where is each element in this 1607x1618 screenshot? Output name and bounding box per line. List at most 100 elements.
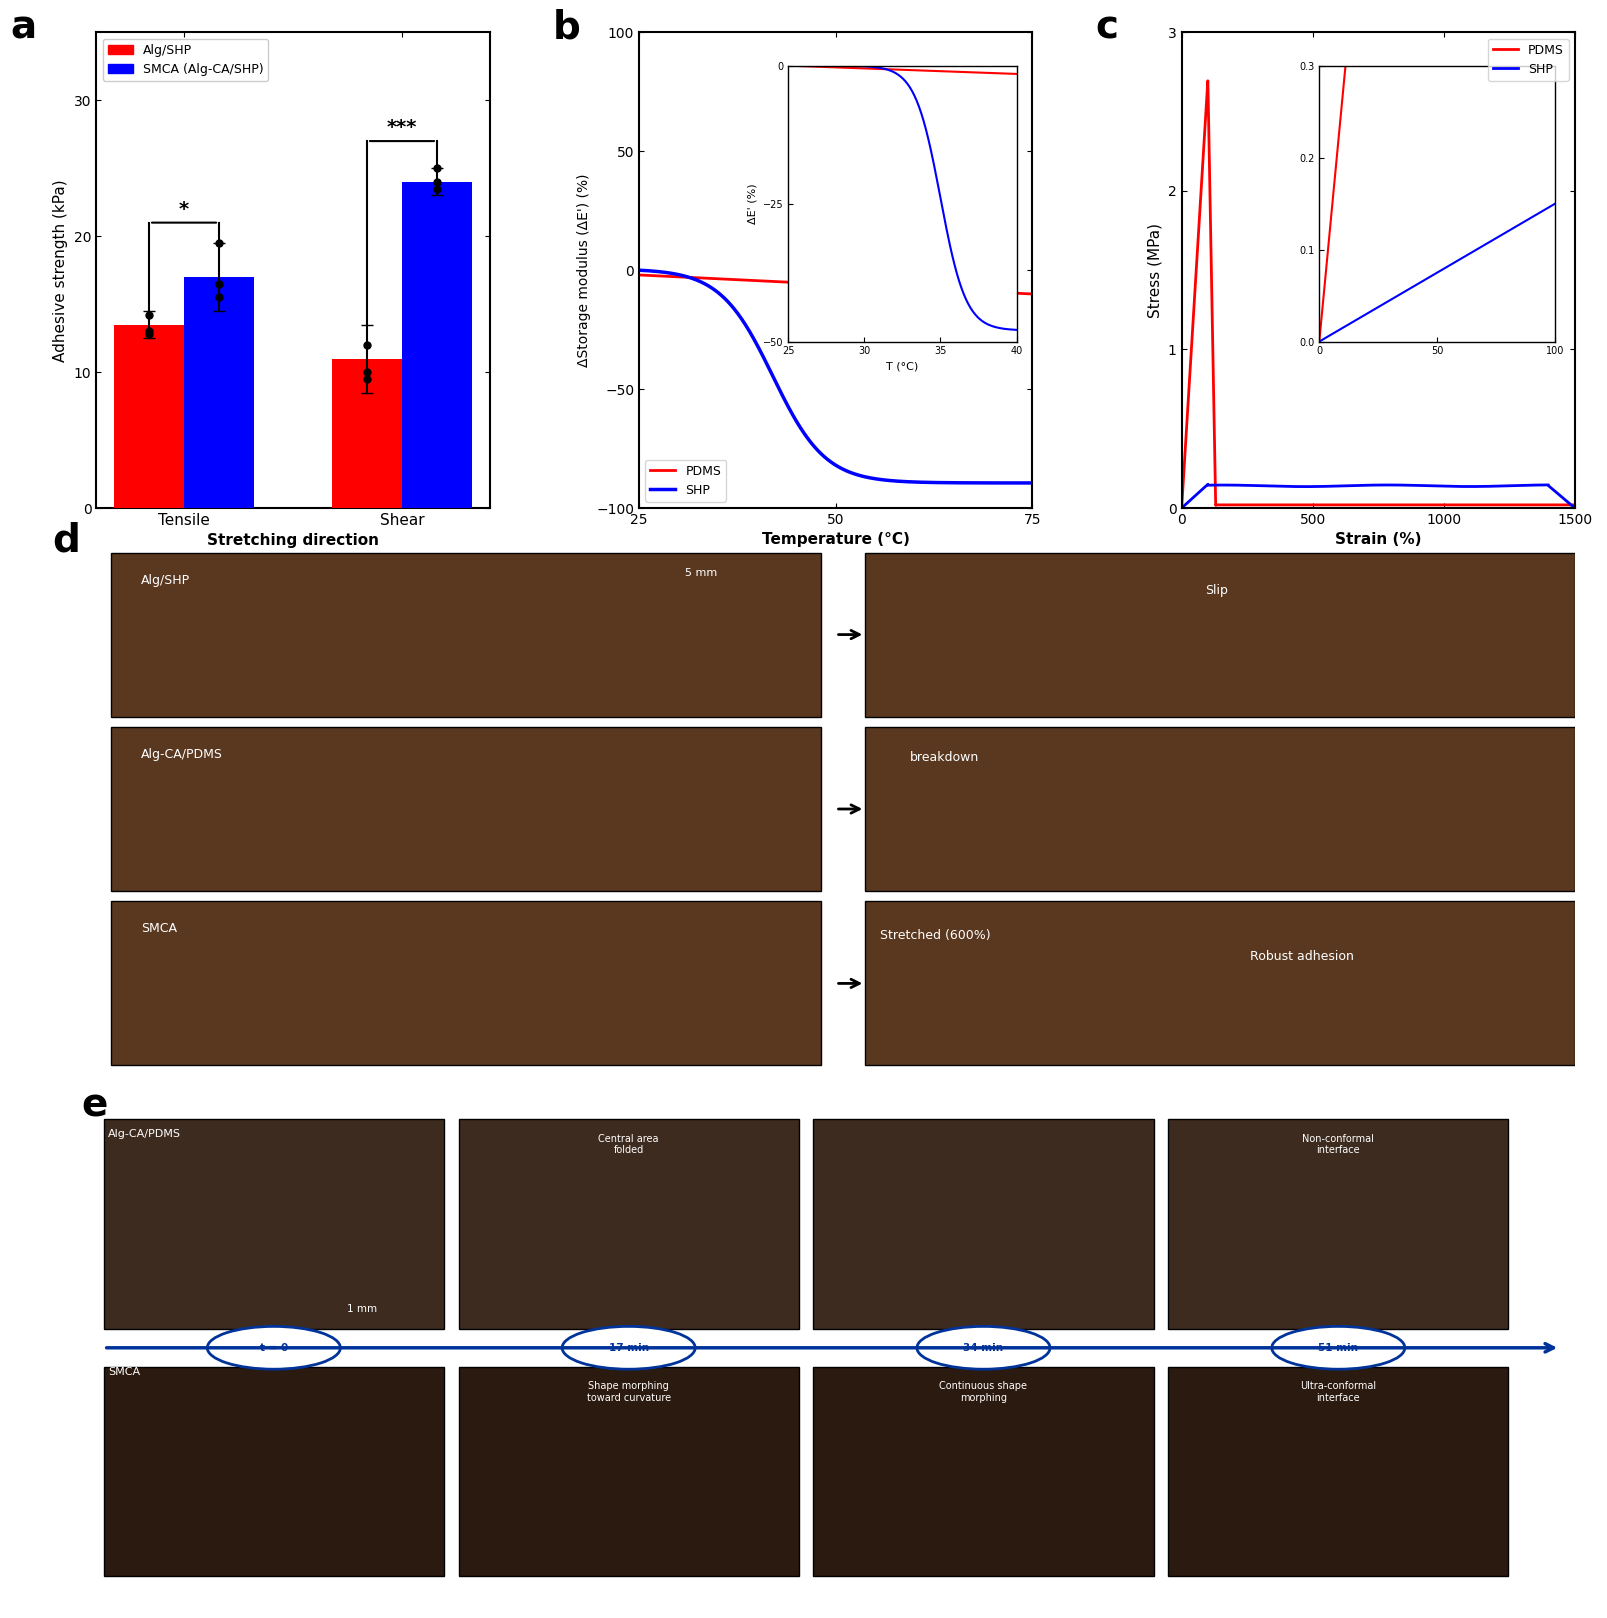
FancyBboxPatch shape <box>1168 1367 1509 1576</box>
PDMS <box>842 275 861 294</box>
Text: Robust adhesion: Robust adhesion <box>1250 950 1353 963</box>
SHP <box>1554 489 1573 508</box>
PDMS <box>818 275 837 294</box>
Point <box>354 366 379 392</box>
Text: ***: *** <box>387 118 418 138</box>
FancyBboxPatch shape <box>865 553 1575 717</box>
Text: 17 min: 17 min <box>609 1343 649 1353</box>
Bar <box>402 181 472 508</box>
Line: SHP: SHP <box>1181 484 1575 508</box>
Text: *: * <box>178 199 190 218</box>
PDMS <box>1554 495 1573 515</box>
Point <box>137 319 162 345</box>
PDMS <box>863 277 882 296</box>
Line: SHP: SHP <box>640 270 1032 482</box>
PDMS <box>1482 495 1501 515</box>
Text: Alg/SHP: Alg/SHP <box>141 573 190 587</box>
FancyBboxPatch shape <box>1168 1120 1509 1328</box>
Y-axis label: Adhesive strength (kPa): Adhesive strength (kPa) <box>53 180 69 361</box>
Text: Shape morphing
toward curvature: Shape morphing toward curvature <box>587 1382 670 1403</box>
SHP <box>1022 472 1041 492</box>
FancyBboxPatch shape <box>813 1367 1154 1576</box>
FancyBboxPatch shape <box>865 726 1575 892</box>
Text: SMCA: SMCA <box>141 922 177 935</box>
Legend: PDMS, SHP: PDMS, SHP <box>1488 39 1568 81</box>
X-axis label: Strain (%): Strain (%) <box>1335 532 1422 547</box>
FancyBboxPatch shape <box>865 901 1575 1065</box>
PDMS <box>1353 495 1372 515</box>
Bar <box>114 325 185 508</box>
Text: Central area
folded: Central area folded <box>598 1134 659 1155</box>
SHP <box>1482 477 1501 497</box>
Text: 1 mm: 1 mm <box>347 1304 378 1314</box>
Text: breakdown: breakdown <box>910 751 979 764</box>
PDMS <box>1172 498 1191 518</box>
Bar <box>333 359 402 508</box>
SHP <box>842 463 861 482</box>
SHP <box>1172 498 1191 518</box>
Point <box>424 176 450 202</box>
SHP <box>1199 474 1218 493</box>
PDMS <box>816 275 836 294</box>
Text: b: b <box>553 8 580 47</box>
SHP <box>951 472 971 492</box>
FancyBboxPatch shape <box>813 1120 1154 1328</box>
Circle shape <box>1271 1327 1405 1369</box>
SHP <box>630 260 649 280</box>
FancyBboxPatch shape <box>111 553 821 717</box>
X-axis label: Stretching direction: Stretching direction <box>207 534 379 549</box>
Point <box>206 230 231 256</box>
Text: Slip: Slip <box>1205 584 1228 597</box>
FancyBboxPatch shape <box>111 901 821 1065</box>
Text: c: c <box>1094 8 1118 47</box>
Text: 51 min: 51 min <box>1318 1343 1358 1353</box>
Legend: Alg/SHP, SMCA (Alg-CA/SHP): Alg/SHP, SMCA (Alg-CA/SHP) <box>103 39 268 81</box>
SHP <box>863 469 882 489</box>
Text: t = 0: t = 0 <box>260 1343 288 1353</box>
SHP <box>816 448 836 468</box>
SHP <box>1192 481 1212 500</box>
PDMS <box>1199 71 1218 91</box>
FancyBboxPatch shape <box>458 1367 799 1576</box>
FancyBboxPatch shape <box>104 1120 444 1328</box>
Point <box>206 270 231 296</box>
Circle shape <box>918 1327 1049 1369</box>
FancyBboxPatch shape <box>458 1120 799 1328</box>
Point <box>354 332 379 358</box>
PDMS <box>630 265 649 285</box>
Text: d: d <box>51 521 80 560</box>
Point <box>424 155 450 181</box>
SHP <box>1353 476 1372 495</box>
Text: e: e <box>82 1086 108 1125</box>
Circle shape <box>207 1327 341 1369</box>
Text: SMCA: SMCA <box>108 1367 140 1377</box>
Text: Continuous shape
morphing: Continuous shape morphing <box>940 1382 1027 1403</box>
PDMS <box>1192 170 1212 189</box>
Point <box>424 168 450 194</box>
Text: 5 mm: 5 mm <box>685 568 717 578</box>
Text: Non-conformal
interface: Non-conformal interface <box>1302 1134 1374 1155</box>
Line: PDMS: PDMS <box>1181 81 1575 508</box>
Circle shape <box>562 1327 696 1369</box>
Point <box>137 320 162 346</box>
PDMS <box>1022 285 1041 304</box>
Point <box>206 285 231 311</box>
Text: 34 min: 34 min <box>964 1343 1003 1353</box>
SHP <box>1554 489 1573 508</box>
Bar <box>185 277 254 508</box>
PDMS <box>1012 283 1032 303</box>
SHP <box>1012 472 1032 492</box>
PDMS <box>1554 495 1573 515</box>
Point <box>137 303 162 328</box>
SHP <box>1363 476 1382 495</box>
Text: Ultra-conformal
interface: Ultra-conformal interface <box>1300 1382 1376 1403</box>
FancyBboxPatch shape <box>111 726 821 892</box>
FancyBboxPatch shape <box>104 1367 444 1576</box>
SHP <box>818 450 837 469</box>
Line: PDMS: PDMS <box>640 275 1032 294</box>
Text: a: a <box>10 8 35 47</box>
PDMS <box>951 282 971 301</box>
X-axis label: Temperature (°C): Temperature (°C) <box>762 532 910 547</box>
Y-axis label: ΔStorage modulus (ΔE') (%): ΔStorage modulus (ΔE') (%) <box>577 173 591 367</box>
Y-axis label: Stress (MPa): Stress (MPa) <box>1147 223 1162 317</box>
